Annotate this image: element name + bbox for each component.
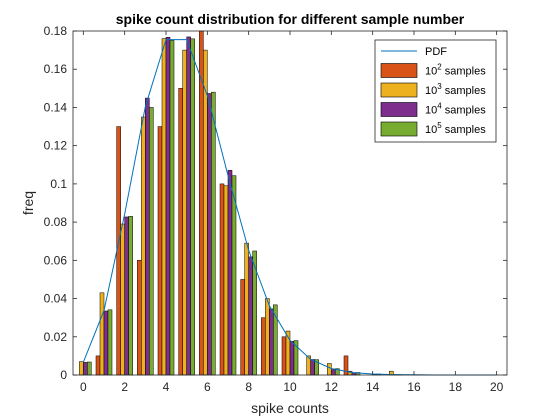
bar-series-1-x8 — [240, 279, 245, 376]
legend-swatch-series-1 — [380, 63, 418, 78]
bar-series-2-x4 — [161, 38, 167, 376]
x-tick-label-20: 20 — [490, 380, 504, 394]
bar-series-4-x0 — [87, 361, 92, 376]
legend-label-series-2: 103 samples — [425, 82, 486, 97]
bar-series-2-x8 — [244, 242, 249, 376]
y-tick-label-0.02: 0.02 — [44, 330, 68, 344]
bar-series-4-x1 — [107, 309, 113, 376]
bar-series-1-x7 — [219, 183, 225, 376]
x-tick-label-12: 12 — [325, 380, 339, 394]
x-axis-ticks: 0 2 4 6 8 10 12 14 16 18 20 — [80, 31, 504, 394]
y-tick-label-0.06: 0.06 — [44, 253, 68, 267]
bar-series-3-x8 — [248, 256, 253, 376]
y-tick-label-0.04: 0.04 — [44, 292, 68, 306]
bar-series-3-x6 — [207, 93, 212, 376]
legend-swatch-series-2 — [380, 82, 418, 98]
bar-series-3-x2 — [124, 216, 129, 376]
bar-series-3-x11 — [310, 359, 315, 376]
legend-swatch-series-4 — [380, 121, 418, 137]
bar-series-4-x4 — [169, 40, 175, 376]
bar-series-4-x2 — [128, 216, 133, 376]
bar-series-1-x9 — [261, 317, 266, 376]
x-tick-label-6: 6 — [204, 380, 211, 394]
legend-swatch-series-3 — [380, 102, 418, 117]
x-tick-label-0: 0 — [80, 380, 87, 394]
bar-series-3-x3 — [145, 97, 150, 376]
chart-title: spike count distribution for different s… — [116, 11, 465, 27]
y-tick-label-0.08: 0.08 — [44, 215, 68, 229]
y-tick-label-0.12: 0.12 — [44, 139, 68, 153]
bar-series-3-x7 — [227, 170, 233, 376]
bar-series-2-x12 — [327, 363, 332, 376]
bar-series-1-x5 — [178, 88, 183, 376]
x-tick-label-4: 4 — [163, 380, 170, 394]
y-tick-label-0.1: 0.1 — [50, 177, 67, 191]
bar-series-2-x7 — [223, 185, 229, 376]
bar-series-2-x6 — [203, 49, 208, 376]
y-axis-ticks: 0 0.02 0.04 0.06 0.08 0.1 0.12 0.14 0.16 0.18 — [44, 24, 507, 382]
bar-series-2-x0 — [79, 361, 84, 376]
bar-series-1-x3 — [137, 260, 142, 376]
bar-series-3-x12 — [331, 369, 336, 376]
bar-series-2-x3 — [141, 116, 146, 376]
bar-series-3-x5 — [186, 36, 191, 376]
x-tick-label-8: 8 — [245, 380, 252, 394]
y-axis-label: freq — [20, 191, 36, 215]
bar-series-3-x1 — [103, 310, 109, 376]
bar-series-4-x3 — [149, 107, 154, 376]
bar-series-3-x0 — [83, 362, 88, 376]
y-tick-label-0.14: 0.14 — [44, 100, 68, 114]
bar-series-2-x5 — [182, 49, 187, 376]
x-tick-label-18: 18 — [449, 380, 463, 394]
bar-series-3-x10 — [289, 341, 295, 376]
bar-series-4-x7 — [231, 175, 237, 376]
bar-series-2-x9 — [265, 298, 270, 376]
y-tick-label-0.18: 0.18 — [44, 24, 68, 38]
bar-series-3-x4 — [165, 37, 171, 376]
legend-label-series-1: 102 samples — [425, 63, 486, 78]
legend-label-series-4: 105 samples — [425, 121, 486, 136]
legend: PDF 102 samples 103 samples 104 samples 105 … — [374, 39, 497, 143]
bar-series-2-x1 — [99, 292, 105, 376]
bar-series-3-x9 — [269, 308, 274, 376]
x-axis-label: spike counts — [251, 400, 329, 416]
x-tick-label-16: 16 — [407, 380, 421, 394]
bar-series-1-x10 — [281, 336, 287, 376]
x-tick-label-14: 14 — [366, 380, 380, 394]
bar-series-4-x6 — [211, 91, 216, 376]
y-tick-label-0.16: 0.16 — [44, 62, 68, 76]
legend-label-pdf: PDF — [425, 46, 447, 58]
bar-series-1-x1 — [95, 355, 101, 376]
bar-series-2-x2 — [120, 223, 125, 376]
bar-series-1-x4 — [157, 126, 163, 376]
y-tick-label-0: 0 — [60, 368, 67, 382]
x-tick-label-2: 2 — [121, 380, 128, 394]
x-tick-label-10: 10 — [283, 380, 297, 394]
bar-series-4-x5 — [190, 38, 195, 376]
legend-label-series-3: 104 samples — [425, 102, 486, 117]
